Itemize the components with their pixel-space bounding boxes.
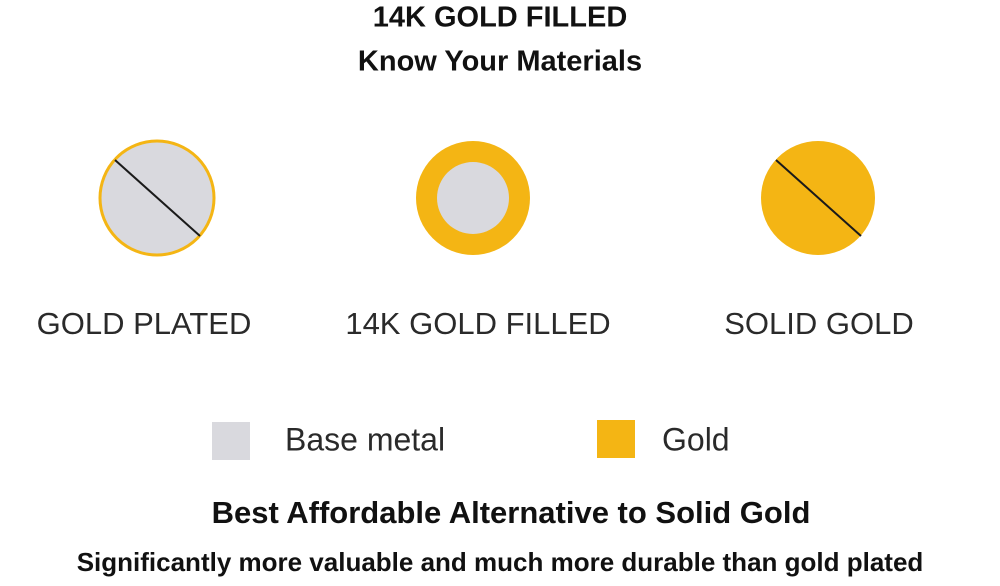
- item-label: SOLID GOLD: [724, 306, 914, 341]
- item-label: GOLD PLATED: [37, 306, 252, 341]
- subtitle: Know Your Materials: [358, 46, 642, 78]
- cut-line: [775, 159, 862, 237]
- item-label: 14K GOLD FILLED: [345, 306, 610, 341]
- legend-label: Gold: [662, 421, 730, 457]
- gold-plated-icon: [98, 139, 216, 257]
- legend-swatch: [212, 422, 250, 460]
- footer-text: Significantly more valuable and much mor…: [77, 547, 924, 577]
- base-core: [437, 162, 509, 234]
- cut-line: [114, 159, 201, 237]
- legend-label: Base metal: [285, 421, 445, 457]
- gold-filled-icon: [416, 141, 530, 255]
- title: 14K GOLD FILLED: [373, 2, 628, 34]
- footer-headline: Best Affordable Alternative to Solid Gol…: [212, 495, 811, 530]
- solid-gold-icon: [761, 141, 875, 255]
- legend-swatch: [597, 420, 635, 458]
